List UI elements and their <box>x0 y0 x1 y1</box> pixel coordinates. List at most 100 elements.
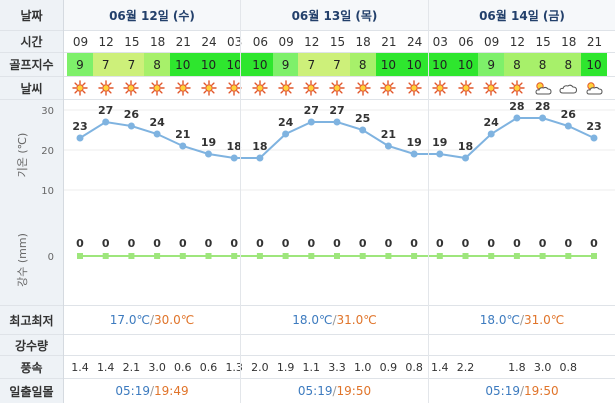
temperature-point <box>410 150 418 158</box>
max-temp: 31.0℃ <box>524 313 565 327</box>
wind-cell: 1.1 <box>302 360 321 374</box>
weather-row-label: 날씨 <box>0 77 63 99</box>
minmax-sep: / <box>332 313 337 327</box>
temperature-point <box>127 122 135 130</box>
golf-index-cell: 7 <box>92 53 119 76</box>
wind-cell: 2.0 <box>251 360 269 374</box>
time-cell: 12 <box>304 34 320 49</box>
rainfall-point <box>436 253 443 259</box>
sunrise-time: 05:19 <box>485 384 520 398</box>
temperature-point <box>256 154 264 162</box>
sun-icon <box>479 77 504 99</box>
time-cell: 18 <box>561 34 577 49</box>
golf-index-cell: 8 <box>504 53 530 76</box>
minmax-day-3: 18.0℃/31.0℃ <box>429 306 615 334</box>
rainfall-chart: 강수 (mm) 0 0 0 0 0 0 0 0 0 0 0 0 0 0 0 0 0 0 0 0 0 0 <box>16 233 598 287</box>
time-cell: 06 <box>458 34 474 49</box>
sunset-time: 19:50 <box>336 384 372 398</box>
rainfall-point <box>591 253 597 259</box>
time-cell: 18 <box>149 34 166 49</box>
sun-day-2: 05:19/19:50 <box>241 379 428 403</box>
time-cell: 12 <box>509 34 526 49</box>
temperature-label: 21 <box>381 128 396 141</box>
max-temp: 30.0℃ <box>154 313 195 327</box>
rainfall-point <box>359 253 366 259</box>
golf-index-cell: 7 <box>118 53 145 76</box>
temperature-label: 28 <box>535 100 550 113</box>
temperature-label: 21 <box>175 128 190 141</box>
rainfall-label: 0 <box>102 237 110 250</box>
sun-icon <box>453 77 478 99</box>
temperature-label: 18 <box>252 140 267 153</box>
minmax-sep: / <box>519 313 525 327</box>
rainfall-point <box>411 253 418 259</box>
precip-row-label: 강수량 <box>0 335 63 355</box>
temperature-label: 28 <box>509 100 524 113</box>
temperature-chart: 기온 (℃) 30 20 10 23 27 26 24 21 19 18 18 24 27 27 25 21 1… <box>16 100 615 197</box>
sunrise-time: 05:19 <box>297 384 333 398</box>
wind-cell: 1.3 <box>225 360 243 374</box>
sunrise-time: 05:19 <box>115 384 150 398</box>
wind-cell: 1.0 <box>353 360 372 374</box>
golf-index-cell: 8 <box>144 53 170 76</box>
sun-icon <box>119 77 144 99</box>
divider <box>0 378 615 379</box>
minmax-sep: / <box>149 313 155 327</box>
minmax-day-2: 18.0℃/31.0℃ <box>241 306 428 334</box>
sun-sep: / <box>332 384 337 398</box>
sun-icon <box>145 77 170 99</box>
chart-row-label-bg <box>0 100 63 305</box>
temperature-label: 25 <box>355 112 370 125</box>
temperature-point <box>564 122 572 130</box>
date-header-1: 06월 12일 (수) <box>64 0 240 30</box>
wind-cell: 3.0 <box>148 360 166 374</box>
golf-index-cell: 10 <box>195 53 222 76</box>
wind-cell: 3.3 <box>328 360 346 374</box>
temperature-label: 18 <box>458 140 473 153</box>
golf-index-cell: 8 <box>555 53 582 76</box>
rainfall-label: 0 <box>307 237 315 250</box>
divider <box>0 355 615 356</box>
sunset-time: 19:49 <box>154 384 189 398</box>
sun-sep: / <box>519 384 525 398</box>
sun-sep: / <box>149 384 155 398</box>
temperature-label: 19 <box>201 136 216 149</box>
wind-cell: 2.2 <box>456 360 475 374</box>
temperature-point <box>76 134 84 142</box>
golf-index-cell: 7 <box>324 53 350 76</box>
time-cell: 15 <box>329 34 346 49</box>
sun-icon <box>196 77 221 99</box>
temperature-point <box>205 150 212 158</box>
y-tick-label: 30 <box>41 106 54 117</box>
sun-day-3: 05:19/19:50 <box>429 379 615 403</box>
time-cell: 21 <box>381 34 397 49</box>
date-header-3: 06월 14일 (금) <box>429 0 615 30</box>
temperature-point <box>539 114 547 122</box>
wind-cell: 2.1 <box>122 360 141 374</box>
max-temp: 31.0℃ <box>336 313 377 327</box>
divider <box>0 99 615 100</box>
golf-index-cell: 10 <box>221 53 248 76</box>
partly-cloudy-icon <box>530 77 555 99</box>
temperature-label: 27 <box>98 104 113 117</box>
temperature-label: 27 <box>304 104 319 117</box>
rainfall-label: 0 <box>590 237 598 250</box>
temperature-label: 19 <box>406 136 421 149</box>
sun-day-1: 05:19/19:49 <box>64 379 240 403</box>
temperature-label: 24 <box>149 116 165 129</box>
rainfall-label: 0 <box>385 237 393 250</box>
rainfall-label: 0 <box>359 237 367 250</box>
rainfall-point <box>539 253 546 259</box>
min-temp: 18.0℃ <box>292 313 333 327</box>
divider <box>240 0 241 403</box>
rainfall-label: 0 <box>282 237 290 250</box>
rainfall-label: 0 <box>153 237 161 250</box>
rainfall-label: 0 <box>564 237 572 250</box>
temperature-point <box>179 142 187 150</box>
sun-icon <box>273 77 298 99</box>
sun-icon <box>93 77 118 99</box>
divider <box>63 0 64 403</box>
rainfall-label: 0 <box>333 237 341 250</box>
wind-cell: 1.8 <box>508 360 526 374</box>
golf-index-cell: 8 <box>529 53 556 76</box>
